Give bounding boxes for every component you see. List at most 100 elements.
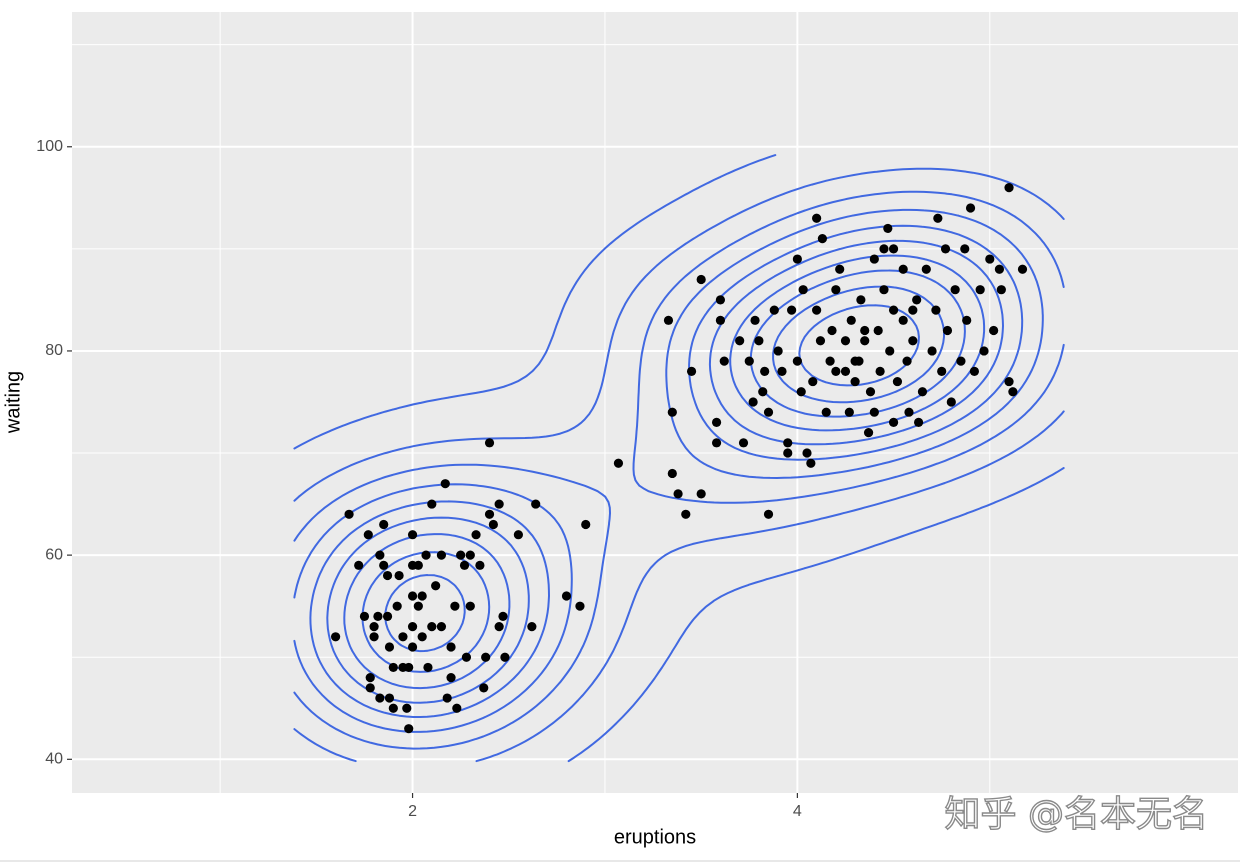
- point: [331, 632, 341, 642]
- point: [382, 611, 393, 621]
- point: [763, 407, 774, 417]
- point: [796, 387, 806, 397]
- point: [763, 509, 774, 519]
- point: [484, 438, 495, 448]
- point: [681, 509, 691, 519]
- point: [388, 703, 398, 713]
- point: [806, 458, 816, 468]
- point: [1004, 376, 1014, 387]
- point: [375, 693, 385, 703]
- point: [933, 213, 943, 223]
- point: [363, 530, 373, 540]
- contours: [293, 154, 1065, 763]
- point: [494, 499, 504, 509]
- point: [461, 652, 472, 662]
- point: [375, 550, 385, 560]
- point: [904, 407, 914, 417]
- point: [475, 560, 485, 570]
- point: [456, 550, 466, 560]
- point: [994, 264, 1005, 274]
- point: [989, 325, 999, 336]
- point: [815, 336, 826, 346]
- point: [873, 325, 883, 336]
- panel: [72, 12, 1238, 793]
- point: [379, 519, 389, 530]
- point: [382, 570, 393, 581]
- point: [436, 621, 447, 632]
- point: [1017, 264, 1028, 274]
- point: [879, 244, 889, 254]
- point: [817, 234, 827, 244]
- point: [996, 285, 1006, 295]
- axes: 2 4 40 60 80 100: [36, 138, 802, 820]
- point: [715, 315, 726, 325]
- point: [835, 264, 845, 274]
- point: [921, 264, 931, 274]
- point: [442, 693, 452, 703]
- point: [773, 346, 783, 356]
- point: [940, 244, 951, 254]
- point: [898, 315, 908, 325]
- point: [413, 560, 423, 570]
- point: [969, 366, 979, 376]
- point: [436, 550, 447, 560]
- point: [427, 621, 437, 632]
- point: [427, 499, 437, 509]
- point: [812, 305, 822, 315]
- point: [863, 428, 874, 438]
- point: [777, 366, 787, 376]
- point: [885, 346, 895, 356]
- point: [802, 448, 812, 458]
- point: [760, 366, 770, 376]
- point: [667, 468, 677, 479]
- point: [812, 213, 822, 223]
- point: [369, 621, 379, 632]
- point: [384, 642, 395, 652]
- point: [927, 346, 937, 356]
- density-contour: [293, 190, 1065, 750]
- point: [738, 438, 749, 448]
- point: [404, 724, 414, 734]
- point: [860, 325, 870, 336]
- point: [561, 591, 572, 601]
- point: [744, 356, 754, 366]
- point: [667, 407, 677, 417]
- point: [711, 417, 722, 428]
- point: [379, 560, 389, 570]
- point: [869, 407, 879, 417]
- point: [575, 601, 585, 611]
- point: [846, 315, 856, 325]
- point: [471, 530, 481, 540]
- grid: [72, 12, 1238, 793]
- point: [1004, 182, 1014, 193]
- x-tick-label: 2: [408, 803, 417, 820]
- point: [417, 591, 427, 601]
- point: [883, 223, 893, 234]
- point: [696, 489, 706, 499]
- point: [844, 407, 854, 417]
- point: [407, 642, 418, 652]
- point: [719, 356, 729, 366]
- y-axis-title: waiting: [2, 371, 24, 434]
- point: [715, 295, 726, 305]
- point: [783, 438, 793, 448]
- point: [917, 387, 928, 397]
- point: [960, 244, 970, 254]
- point: [686, 366, 697, 376]
- point: [850, 376, 860, 387]
- point: [840, 336, 851, 346]
- point: [985, 254, 995, 264]
- point: [369, 632, 379, 642]
- point: [898, 264, 908, 274]
- point: [825, 356, 835, 366]
- point: [831, 366, 841, 376]
- point: [365, 683, 375, 693]
- point: [465, 550, 475, 560]
- point: [365, 673, 375, 683]
- point: [946, 397, 956, 407]
- density-contour: [293, 208, 1044, 733]
- point: [373, 611, 383, 621]
- point: [787, 305, 797, 315]
- y-tick-label: 100: [36, 138, 63, 155]
- point: [384, 693, 395, 703]
